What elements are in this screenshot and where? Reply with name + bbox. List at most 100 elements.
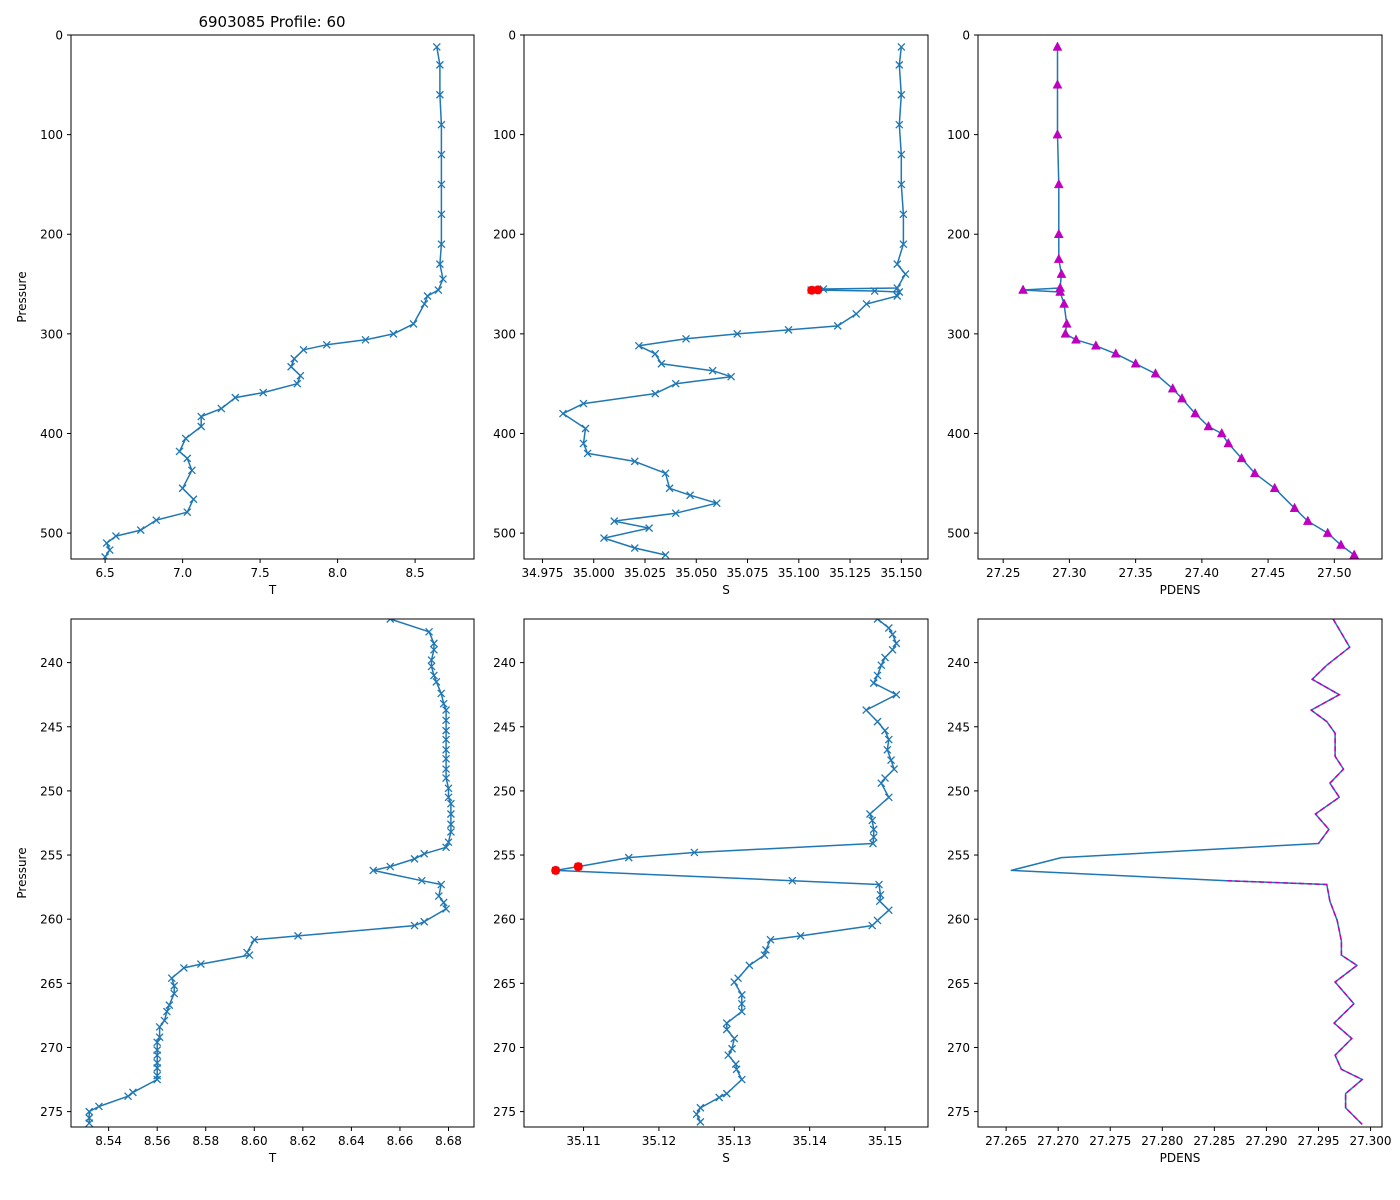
y-tick-label: 245 <box>40 720 63 734</box>
data-point <box>102 539 111 548</box>
axes-frame <box>977 618 1383 1128</box>
data-point <box>420 849 429 858</box>
data-point <box>901 270 910 279</box>
data-point <box>737 999 746 1008</box>
x-tick-label: 35.050 <box>675 566 717 580</box>
data-point <box>444 793 453 802</box>
y-tick-label: 255 <box>40 849 63 863</box>
data-point <box>868 921 877 930</box>
data-point <box>444 838 453 847</box>
data-point <box>179 963 188 972</box>
data-point <box>85 1107 94 1116</box>
y-tick-label: 240 <box>947 656 970 670</box>
data-point <box>434 286 443 294</box>
x-axis-label: PDENS <box>1160 1151 1201 1165</box>
data-point <box>444 784 453 793</box>
data-point <box>630 457 639 466</box>
data-point <box>290 354 299 363</box>
x-tick-label: 27.280 <box>1141 1134 1183 1148</box>
x-tick-label: 27.265 <box>985 1134 1027 1148</box>
data-point <box>788 876 797 885</box>
data-point <box>877 779 886 788</box>
data-point <box>895 288 904 296</box>
data-point <box>1177 393 1187 403</box>
data-point <box>429 639 438 648</box>
data-point <box>732 1065 741 1074</box>
data-point <box>437 180 446 189</box>
series-line <box>562 46 907 556</box>
data-point <box>427 662 436 671</box>
data-point <box>893 260 902 269</box>
x-tick-label: 35.12 <box>642 1134 676 1148</box>
data-point <box>1061 318 1072 328</box>
x-axis-label: S <box>722 583 730 597</box>
data-point <box>437 689 446 698</box>
data-point <box>737 990 746 999</box>
data-point <box>895 120 904 129</box>
data-point <box>439 275 447 284</box>
y-tick-label: 245 <box>947 720 970 734</box>
y-tick-label: 265 <box>493 977 516 991</box>
axes-frame <box>977 34 1383 560</box>
data-point <box>162 1007 171 1016</box>
data-point <box>435 90 444 99</box>
data-point <box>884 793 893 802</box>
data-point <box>432 677 441 686</box>
data-point <box>682 334 690 343</box>
x-tick-label: 35.075 <box>727 566 769 580</box>
data-point <box>1110 348 1121 358</box>
data-point <box>715 1093 724 1102</box>
data-point <box>437 150 446 159</box>
y-tick-label: 200 <box>947 228 970 242</box>
y-tick-label: 250 <box>947 784 970 798</box>
x-tick-label: 27.275 <box>1089 1134 1131 1148</box>
x-tick-label: 35.125 <box>829 566 871 580</box>
y-tick-label: 500 <box>40 527 63 541</box>
data-point <box>1150 368 1161 378</box>
data-point <box>287 362 296 371</box>
data-point <box>722 1089 731 1098</box>
data-point <box>852 309 861 318</box>
data-point <box>442 774 451 783</box>
y-tick-label: 500 <box>947 527 970 541</box>
data-point <box>897 150 906 159</box>
data-point <box>165 1001 174 1010</box>
y-tick-label: 270 <box>947 1041 970 1055</box>
data-point <box>579 399 588 408</box>
series-line <box>1010 619 1363 1125</box>
data-point <box>581 424 590 433</box>
x-tick-label: 27.35 <box>1118 566 1152 580</box>
data-point <box>442 706 451 715</box>
y-tick-label: 400 <box>40 427 63 441</box>
flagged-point <box>813 285 823 295</box>
data-point <box>429 645 438 654</box>
x-tick-label: 27.45 <box>1251 566 1285 580</box>
data-point <box>722 1025 731 1034</box>
data-point <box>895 60 904 69</box>
plot-area <box>1010 619 1364 1125</box>
x-tick-label: 27.270 <box>1037 1134 1079 1148</box>
y-tick-label: 200 <box>40 228 63 242</box>
data-point <box>868 816 877 825</box>
data-point <box>442 765 451 774</box>
data-point <box>610 517 619 526</box>
data-point <box>877 661 886 670</box>
data-point <box>435 60 444 69</box>
data-point <box>153 1038 162 1047</box>
data-point <box>760 951 769 960</box>
data-point <box>1060 328 1071 338</box>
data-point <box>869 825 878 834</box>
data-point <box>884 624 893 632</box>
data-point <box>624 853 633 862</box>
data-point <box>160 1016 169 1025</box>
data-point <box>170 989 179 998</box>
y-tick-label: 270 <box>493 1041 516 1055</box>
data-point <box>170 981 179 990</box>
data-point <box>559 409 567 418</box>
y-tick-label: 300 <box>40 327 63 341</box>
y-tick-label: 275 <box>40 1105 63 1119</box>
y-tick-label: 400 <box>493 427 516 441</box>
y-tick-label: 0 <box>962 29 970 43</box>
data-point <box>423 292 432 300</box>
